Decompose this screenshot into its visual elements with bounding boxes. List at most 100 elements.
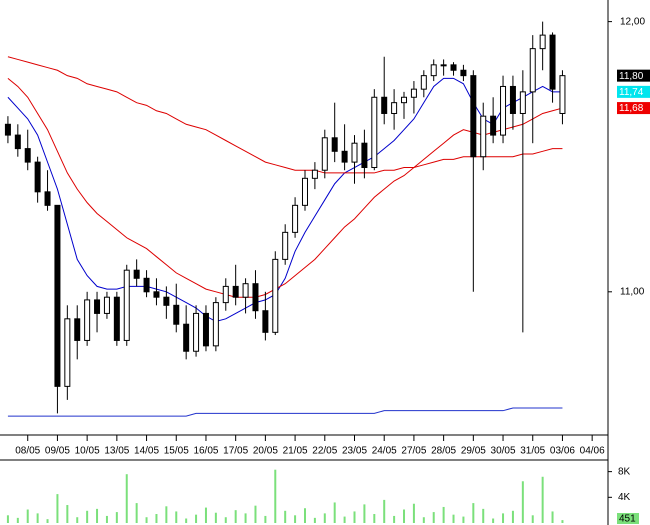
x-tick-label: 14/05 xyxy=(134,446,159,457)
candle-body xyxy=(173,304,180,325)
volume-bar xyxy=(16,517,19,523)
volume-bar xyxy=(36,513,39,523)
volume-bar xyxy=(145,517,148,523)
y-tick-label: 8K xyxy=(618,466,631,477)
candle-body xyxy=(282,231,289,260)
volume-bar xyxy=(403,509,406,523)
candle-body xyxy=(341,150,348,163)
candle-body xyxy=(549,34,556,90)
volume-bar xyxy=(373,514,376,523)
x-tick-label: 17/05 xyxy=(223,446,248,457)
volume-bar xyxy=(393,515,396,523)
volume-bar xyxy=(323,513,326,523)
last-value-label: 11,68 xyxy=(619,103,644,114)
candle-body xyxy=(559,75,566,114)
volume-bar xyxy=(115,512,118,523)
ma-line xyxy=(7,56,563,174)
candle-body xyxy=(361,142,368,169)
volume-bar xyxy=(531,515,534,523)
candle-body xyxy=(94,299,101,314)
volume-bar xyxy=(56,494,59,523)
candle-body xyxy=(430,64,437,77)
candle-body xyxy=(123,269,130,341)
last-value-box xyxy=(617,69,650,82)
x-tick-label: 21/05 xyxy=(283,446,308,457)
volume-bar xyxy=(264,515,267,523)
candle-body xyxy=(321,137,328,171)
last-value-label: 11,74 xyxy=(619,87,644,98)
volume-bar xyxy=(195,514,198,523)
volume-bar xyxy=(452,514,455,523)
y-tick-label: 12,00 xyxy=(620,16,645,27)
volume-bar xyxy=(234,510,237,523)
volume-bar xyxy=(26,509,29,523)
candle-body xyxy=(252,283,259,312)
candle-body xyxy=(450,64,457,71)
ma-line xyxy=(7,77,563,323)
candle-body xyxy=(440,64,447,67)
volume-bar xyxy=(204,507,207,523)
candle-body xyxy=(401,96,408,104)
volume-bar xyxy=(442,506,445,523)
candle-body xyxy=(14,134,21,150)
volume-bar xyxy=(502,513,505,523)
candle-body xyxy=(143,277,150,293)
candle-body xyxy=(262,310,269,333)
candle-body xyxy=(301,177,308,206)
candle-body xyxy=(64,318,71,387)
volume-bar xyxy=(412,503,415,523)
candle-body xyxy=(480,115,487,158)
candle-body xyxy=(202,312,209,347)
volume-bar xyxy=(294,515,297,523)
candle-body xyxy=(74,318,81,341)
ma-line xyxy=(7,407,563,417)
candle-body xyxy=(212,302,219,347)
candle-body xyxy=(44,191,51,206)
volume-bar xyxy=(551,511,554,523)
candle-body xyxy=(54,204,61,387)
candle-body xyxy=(34,161,41,193)
x-tick-label: 29/05 xyxy=(461,446,486,457)
y-tick-label: 11,00 xyxy=(620,286,645,297)
volume-bar xyxy=(76,517,79,523)
volume-bar xyxy=(432,512,435,523)
x-tick-label: 13/05 xyxy=(104,446,129,457)
volume-bar xyxy=(105,515,108,523)
volume-bar xyxy=(303,508,306,523)
last-volume-box xyxy=(617,513,639,524)
volume-bar xyxy=(343,516,346,523)
volume-bar xyxy=(313,517,316,523)
x-tick-label: 27/05 xyxy=(401,446,426,457)
volume-bar xyxy=(165,506,168,523)
candle-body xyxy=(391,102,398,114)
last-value-label: 11,80 xyxy=(619,71,644,82)
last-volume-label: 451 xyxy=(619,514,636,525)
x-tick-label: 04/06 xyxy=(580,446,605,457)
x-tick-label: 31/05 xyxy=(520,446,545,457)
y-tick-label: 4K xyxy=(618,492,631,503)
candle-body xyxy=(292,204,299,233)
volume-bar xyxy=(383,499,386,523)
candle-body xyxy=(133,269,140,279)
candle-body xyxy=(381,96,388,114)
x-tick-label: 30/05 xyxy=(491,446,516,457)
candle-body xyxy=(460,69,467,77)
candle-body xyxy=(153,291,160,298)
x-tick-label: 16/05 xyxy=(193,446,218,457)
volume-bar xyxy=(284,510,287,523)
x-tick-label: 28/05 xyxy=(431,446,456,457)
volume-bar xyxy=(135,503,138,523)
x-tick-label: 10/05 xyxy=(75,446,100,457)
volume-bar xyxy=(521,481,524,523)
candle-body xyxy=(509,85,516,114)
candle-body xyxy=(410,88,417,98)
candle-body xyxy=(529,48,536,93)
x-tick-label: 20/05 xyxy=(253,446,278,457)
candle-body xyxy=(470,75,477,158)
volume-bar xyxy=(462,516,465,523)
volume-bar xyxy=(492,518,495,523)
candle-body xyxy=(4,123,11,136)
candle-body xyxy=(84,299,91,341)
candle-body xyxy=(103,296,110,314)
